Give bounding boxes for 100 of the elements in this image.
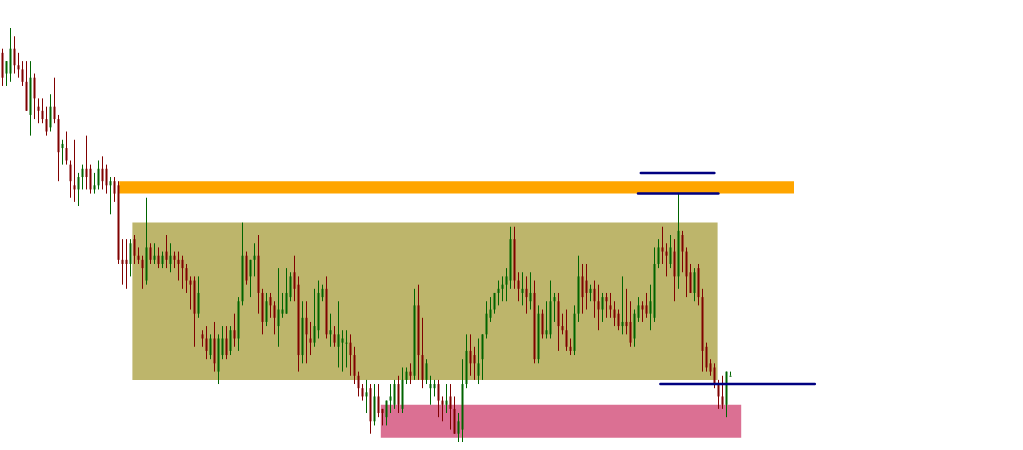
candlestick <box>357 371 360 397</box>
candlestick <box>613 300 616 327</box>
candlestick <box>189 275 192 311</box>
candlestick <box>73 139 76 203</box>
candlestick <box>81 164 84 190</box>
candlestick <box>113 176 116 203</box>
candlestick <box>489 296 492 323</box>
candlestick <box>505 267 508 302</box>
candlestick <box>105 164 108 195</box>
candlestick <box>109 176 112 215</box>
candlestick <box>101 155 104 190</box>
candlestick <box>473 346 476 381</box>
candlestick <box>233 313 236 348</box>
candlestick <box>625 288 628 335</box>
candlestick <box>169 242 172 273</box>
candlestick <box>485 300 488 339</box>
candlestick <box>209 333 212 360</box>
candlestick <box>665 242 668 277</box>
candlestick <box>681 230 684 273</box>
candlestick <box>293 255 296 302</box>
candlestick <box>225 325 228 360</box>
candlestick <box>37 97 40 124</box>
candlestick <box>553 292 556 323</box>
candlestick <box>389 383 392 414</box>
candlestick <box>657 238 660 269</box>
candlestick <box>329 313 332 348</box>
candlestick <box>469 333 472 377</box>
candlestick <box>133 234 136 265</box>
candlestick <box>53 77 56 124</box>
candlestick <box>17 52 20 79</box>
candlestick <box>437 379 440 418</box>
candlestick <box>521 271 524 306</box>
candlestick <box>409 362 412 385</box>
candlestick <box>69 159 72 199</box>
candlestick <box>97 159 100 190</box>
candlestick <box>597 284 600 331</box>
candlestick <box>41 97 44 124</box>
candlestick <box>425 358 428 385</box>
candlestick <box>593 280 596 319</box>
candlestick <box>393 379 396 410</box>
candlestick <box>721 375 724 410</box>
candlestick <box>197 275 200 319</box>
candlestick <box>177 251 180 282</box>
candlestick <box>285 267 288 315</box>
candlestick <box>125 238 128 290</box>
candlestick <box>345 329 348 368</box>
candlestick <box>397 375 400 414</box>
candlestick <box>65 131 68 166</box>
candlestick <box>661 226 664 265</box>
candlestick <box>157 246 160 269</box>
candlestick <box>93 172 96 195</box>
candlestick <box>541 309 544 339</box>
candlestick <box>429 375 432 406</box>
candlestick <box>253 242 256 277</box>
candlestick <box>693 267 696 302</box>
candlestick <box>445 383 448 414</box>
candlestick <box>501 275 504 302</box>
candlestick <box>153 242 156 265</box>
candlestick <box>61 139 64 166</box>
candlestick <box>517 271 520 302</box>
candlestick <box>585 263 588 311</box>
candlestick <box>689 263 692 294</box>
candlestick <box>141 255 144 290</box>
candlestick <box>149 242 152 265</box>
candlestick <box>89 164 92 195</box>
candlestick <box>337 300 340 368</box>
candlestick <box>269 292 272 319</box>
candlestick <box>617 309 620 331</box>
candlestick <box>365 379 368 414</box>
candlestick <box>669 234 672 269</box>
candlestick <box>49 93 52 132</box>
candlestick <box>309 321 312 356</box>
candlestick <box>289 271 292 302</box>
candlestick <box>605 292 608 319</box>
candlestick <box>601 292 604 323</box>
candlestick <box>441 395 444 422</box>
candlestick <box>33 73 36 120</box>
candlestick <box>77 172 80 207</box>
candlestick <box>273 300 276 335</box>
candlestick <box>13 35 16 75</box>
candlestick <box>341 329 344 373</box>
candlestick <box>649 284 652 331</box>
candlestick <box>609 292 612 319</box>
candlestick <box>45 106 48 137</box>
candlestick <box>645 292 648 319</box>
candlestick <box>333 325 336 348</box>
candlestick <box>525 275 528 315</box>
candlestick <box>229 325 232 356</box>
candlestick <box>529 271 532 311</box>
candlestick <box>565 309 568 352</box>
candlestick <box>185 263 188 294</box>
candlestick <box>349 333 352 377</box>
candlestick <box>249 259 252 298</box>
candlestick <box>5 60 8 87</box>
candlestick <box>449 383 452 431</box>
candlestick <box>705 342 708 373</box>
candlestick <box>729 371 732 377</box>
candlestick <box>629 300 632 348</box>
candlestick <box>313 288 316 348</box>
candlestick <box>621 275 624 335</box>
